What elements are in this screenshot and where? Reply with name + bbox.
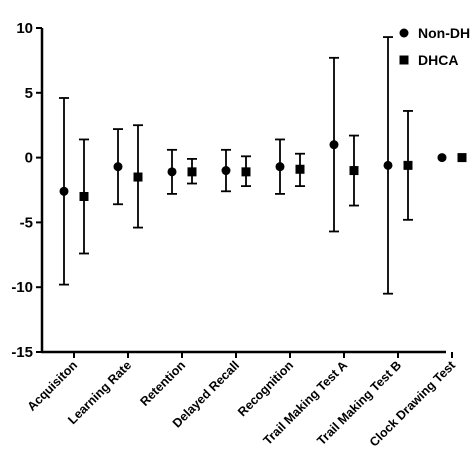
y-tick-label: -10 <box>11 279 33 296</box>
data-point-circle <box>113 162 123 172</box>
data-point-square <box>133 172 143 182</box>
legend-marker-circle <box>399 28 409 38</box>
data-point-circle <box>221 166 231 176</box>
data-point-circle <box>383 160 393 170</box>
legend-marker-square <box>399 55 409 65</box>
data-point-circle <box>437 153 447 163</box>
y-tick-label: 0 <box>25 150 33 167</box>
y-tick-label: 5 <box>25 85 33 102</box>
y-tick-label: -5 <box>20 214 33 231</box>
x-tick-label: Retention <box>137 358 188 409</box>
data-point-circle <box>275 162 285 172</box>
data-point-circle <box>329 140 339 150</box>
data-point-square <box>349 166 359 176</box>
data-point-square <box>295 164 305 174</box>
x-tick-label: Acquisiton <box>25 358 81 414</box>
axes <box>40 28 446 354</box>
legend: Non-DH DHCA <box>399 25 470 68</box>
data-point-square <box>241 167 251 177</box>
x-tick-label: Recognition <box>235 358 296 419</box>
y-tick-label: 10 <box>16 20 33 37</box>
data-point-square <box>403 160 413 170</box>
legend-label: DHCA <box>418 52 458 68</box>
y-ticks: 10 5 0 -5 -10 -15 <box>11 20 42 361</box>
data-point-square <box>457 153 467 163</box>
data-point-circle <box>167 167 177 177</box>
data-marks <box>59 36 467 295</box>
data-point-square <box>187 167 197 177</box>
data-point-square <box>79 191 89 201</box>
y-tick-label: -15 <box>11 344 33 361</box>
data-point-circle <box>59 186 69 196</box>
legend-label: Non-DH <box>418 25 470 41</box>
